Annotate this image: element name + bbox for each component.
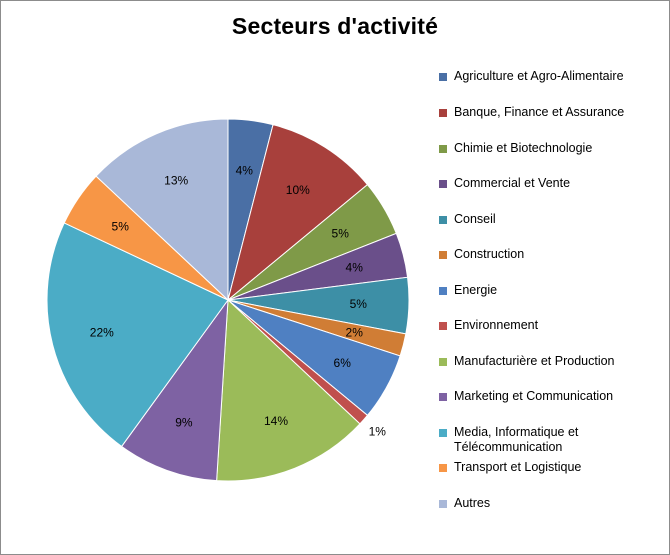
slice-data-label: 1%	[369, 425, 387, 439]
legend-swatch	[439, 358, 447, 366]
legend-swatch	[439, 73, 447, 81]
pie-slice	[216, 298, 361, 482]
legend-swatch	[439, 393, 447, 401]
legend-label: Chimie et Biotechnologie	[454, 141, 593, 155]
legend-swatch	[439, 145, 447, 153]
legend-label: Conseil	[454, 212, 496, 226]
legend-swatch	[439, 500, 447, 508]
pie-slice	[227, 124, 369, 302]
slice-data-label: 5%	[112, 220, 130, 234]
legend-swatch	[439, 109, 447, 117]
legend-swatch	[439, 429, 447, 437]
legend-label: Manufacturière et Production	[454, 354, 615, 368]
legend-swatch	[439, 287, 447, 295]
slice-data-label: 2%	[346, 325, 364, 339]
slice-data-label: 13%	[164, 173, 188, 187]
pie-slice	[95, 118, 229, 302]
legend-label: Transport et Logistique	[454, 460, 582, 474]
slice-data-label: 4%	[346, 261, 364, 275]
slice-data-label: 9%	[175, 416, 193, 430]
legend-swatch	[439, 251, 447, 259]
legend-swatch	[439, 180, 447, 188]
chart-title: Secteurs d'activité	[231, 13, 439, 39]
legend-swatch	[439, 464, 447, 472]
slice-data-label: 22%	[90, 325, 114, 339]
slice-data-label: 6%	[334, 356, 352, 370]
slice-data-label: 10%	[286, 183, 310, 197]
legend-swatch	[439, 216, 447, 224]
slice-data-label: 4%	[236, 164, 254, 178]
legend-label: Construction	[454, 247, 525, 261]
legend-label: Media, Informatique et Télécommunication	[454, 425, 579, 454]
legend-label: Environnement	[454, 318, 539, 332]
slice-data-label: 5%	[350, 297, 368, 311]
legend-label: Agriculture et Agro-Alimentaire	[454, 69, 624, 83]
legend-label: Banque, Finance et Assurance	[454, 105, 625, 119]
slice-data-label: 5%	[332, 227, 350, 241]
pie-slice	[120, 298, 229, 482]
legend-label: Marketing et Communication	[454, 389, 614, 403]
legend-label: Commercial et Vente	[454, 176, 571, 190]
slice-data-label: 14%	[264, 414, 288, 428]
legend-swatch	[439, 322, 447, 330]
legend-label: Energie	[454, 283, 498, 297]
legend-label: Autres	[454, 496, 491, 510]
